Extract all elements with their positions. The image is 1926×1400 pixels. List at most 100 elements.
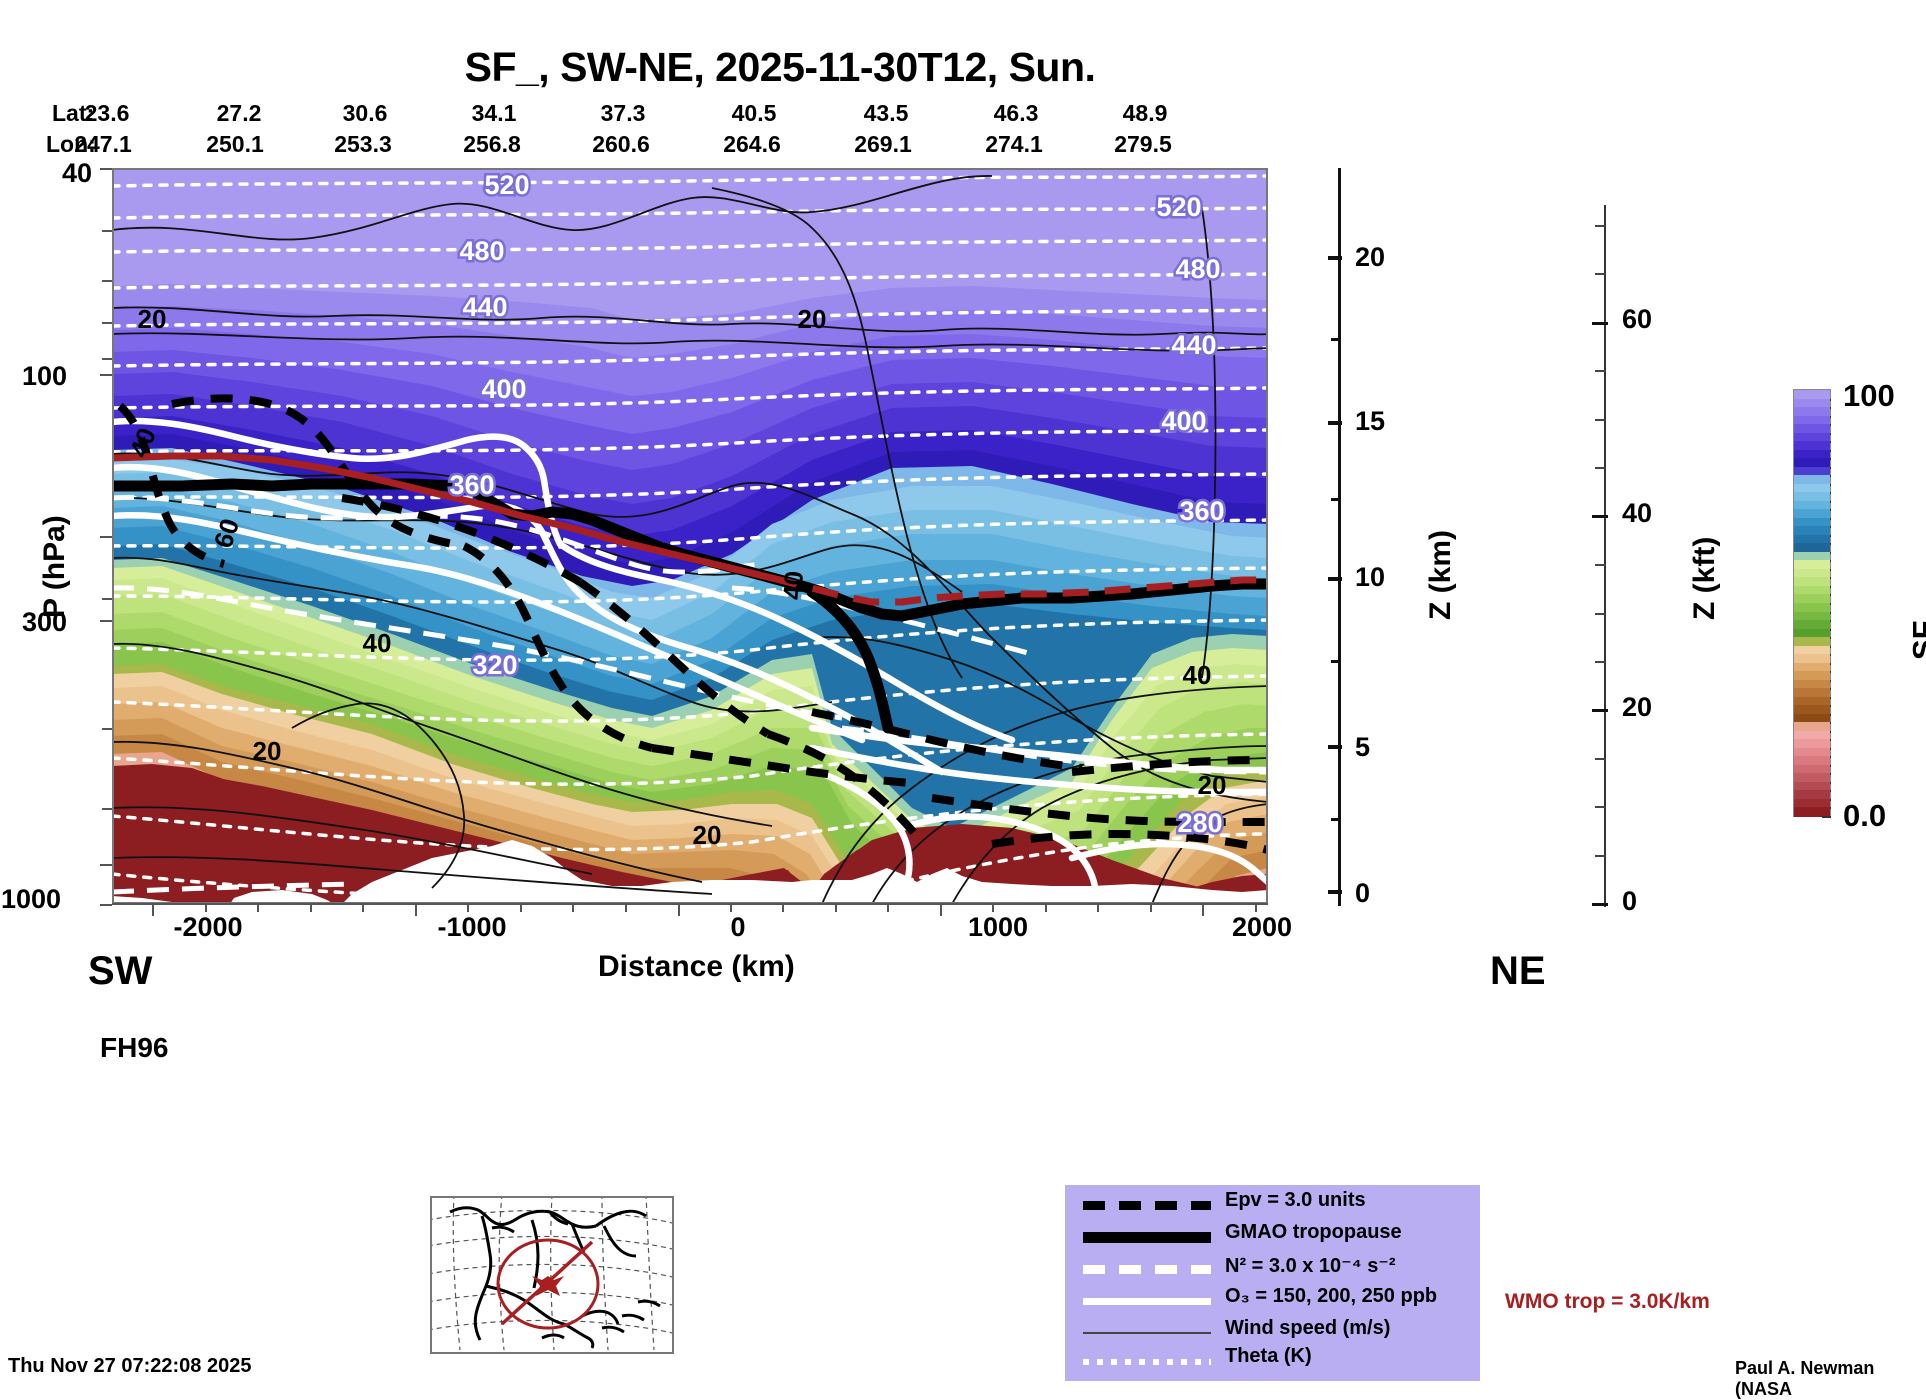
epv-line-sample	[1083, 1201, 1211, 1210]
z-km-tick-15: 15	[1355, 406, 1386, 436]
colorbar-segment	[1794, 449, 1830, 459]
colorbar-segment	[1794, 688, 1830, 698]
svg-text:20: 20	[798, 304, 827, 334]
n2-line-sample	[1083, 1265, 1211, 1274]
sw-label: SW	[88, 949, 153, 993]
colorbar[interactable]	[1793, 389, 1831, 818]
legend-label: GMAO tropopause	[1225, 1221, 1402, 1243]
lon-value: 253.3	[334, 131, 392, 157]
x-axis-tick--1000: -1000	[437, 912, 507, 942]
lat-value: 27.2	[216, 100, 262, 126]
colorbar-segment	[1794, 679, 1830, 689]
colorbar-segment	[1794, 432, 1830, 442]
z-km-tick-0: 0	[1355, 878, 1371, 908]
z-km-tick-5: 5	[1355, 732, 1371, 762]
legend-item-gmao: GMAO tropopause	[1065, 1221, 1480, 1253]
wind-line-sample	[1083, 1332, 1211, 1334]
plot-canvas: 520 480 440 400 360 320 520 480 440 400 …	[112, 168, 1268, 904]
svg-text:280: 280	[1177, 808, 1222, 838]
o3-line-sample	[1083, 1298, 1211, 1305]
x-axis-tick-1000: 1000	[967, 912, 1029, 942]
inset-map-svg	[432, 1198, 672, 1351]
contour-field: 520 480 440 400 360 320 520 480 440 400 …	[112, 168, 1268, 904]
colorbar-segment	[1794, 773, 1830, 783]
domain-circle	[496, 1238, 600, 1330]
p-axis-tick-1000: 1000	[1, 884, 62, 914]
colorbar-segment	[1794, 790, 1830, 800]
graticule	[432, 1198, 672, 1351]
legend-item-wind: Wind speed (m/s)	[1065, 1317, 1480, 1349]
legend: Epv = 3.0 units GMAO tropopause N² = 3.0…	[1065, 1185, 1480, 1381]
svg-text:40: 40	[1183, 660, 1212, 690]
colorbar-segment	[1794, 645, 1830, 655]
legend-label: O₃ = 150, 200, 250 ppb	[1225, 1285, 1438, 1307]
svg-text:20: 20	[138, 304, 167, 334]
svg-text:480: 480	[459, 236, 504, 266]
svg-text:520: 520	[484, 170, 529, 200]
colorbar-segment	[1794, 662, 1830, 672]
colorbar-segment	[1794, 764, 1830, 775]
colorbar-segment	[1794, 568, 1830, 579]
svg-text:320: 320	[472, 650, 517, 680]
colorbar-segment	[1794, 415, 1830, 425]
colorbar-segment	[1794, 526, 1830, 536]
z-kft-tick-40: 40	[1622, 498, 1653, 528]
z-kft-axis-title: Z (kft)	[1688, 536, 1721, 620]
colorbar-segment	[1794, 722, 1830, 732]
lon-row: Lon: 247.1 250.1 253.3 256.8 260.6 264.6…	[0, 131, 1270, 157]
location-inset-map[interactable]	[430, 1196, 674, 1354]
svg-text:360: 360	[1179, 496, 1224, 526]
colorbar-segment	[1794, 628, 1830, 638]
svg-text:520: 520	[1156, 192, 1201, 222]
lon-value: 274.1	[985, 131, 1043, 157]
svg-text:40: 40	[363, 628, 392, 658]
colorbar-title: SF_	[1906, 603, 1926, 660]
colorbar-segment	[1794, 534, 1830, 544]
colorbar-segment	[1794, 560, 1830, 570]
legend-item-epv: Epv = 3.0 units	[1065, 1189, 1480, 1221]
lat-value: 23.6	[84, 100, 130, 126]
colorbar-segment	[1794, 492, 1830, 502]
colorbar-tick	[1822, 816, 1831, 818]
lat-value: 34.1	[471, 100, 517, 126]
colorbar-segment	[1794, 475, 1830, 485]
colorbar-segment	[1794, 424, 1830, 434]
colorbar-segment	[1794, 500, 1830, 510]
svg-text:20: 20	[693, 820, 722, 850]
colorbar-min-label: 0.0	[1843, 798, 1887, 833]
colorbar-segment	[1794, 543, 1830, 553]
colorbar-segment	[1794, 458, 1830, 468]
p-axis-tick-100: 100	[22, 361, 68, 391]
svg-text:400: 400	[481, 374, 526, 404]
cross-section-plot: 520 480 440 400 360 320 520 480 440 400 …	[112, 168, 1268, 916]
z-km-tick-10: 10	[1355, 562, 1386, 592]
colorbar-segment	[1794, 620, 1830, 630]
svg-text:480: 480	[1175, 254, 1220, 284]
page-title: SF_, SW-NE, 2025-11-30T12, Sun.	[464, 44, 1096, 90]
theta-line-sample	[1083, 1359, 1211, 1365]
svg-text:400: 400	[1161, 406, 1206, 436]
center-star-marker	[532, 1276, 564, 1296]
lat-value: 37.3	[600, 100, 646, 126]
colorbar-segment	[1794, 594, 1830, 604]
colorbar-segment	[1794, 756, 1830, 766]
z-kft-tick-20: 20	[1622, 692, 1653, 722]
lon-value: 250.1	[206, 131, 264, 157]
lon-value: 256.8	[463, 131, 521, 157]
colorbar-segment	[1794, 551, 1830, 562]
colorbar-segment	[1794, 483, 1830, 493]
colorbar-segment	[1794, 671, 1830, 681]
lat-label: Lat:	[52, 100, 95, 126]
lat-value: 43.5	[863, 100, 909, 126]
lat-value: 40.5	[731, 100, 777, 126]
z-kft-axis	[1592, 205, 1616, 907]
lat-value: 30.6	[342, 100, 388, 126]
colorbar-segment	[1794, 407, 1830, 417]
colorbar-segment	[1794, 509, 1830, 519]
lon-value: 264.6	[723, 131, 781, 157]
colorbar-segment	[1794, 637, 1830, 647]
p-axis-ticks	[100, 168, 114, 906]
svg-text:40: 40	[777, 570, 809, 601]
svg-text:440: 440	[1171, 330, 1216, 360]
z-kft-tick-0: 0	[1622, 886, 1638, 916]
